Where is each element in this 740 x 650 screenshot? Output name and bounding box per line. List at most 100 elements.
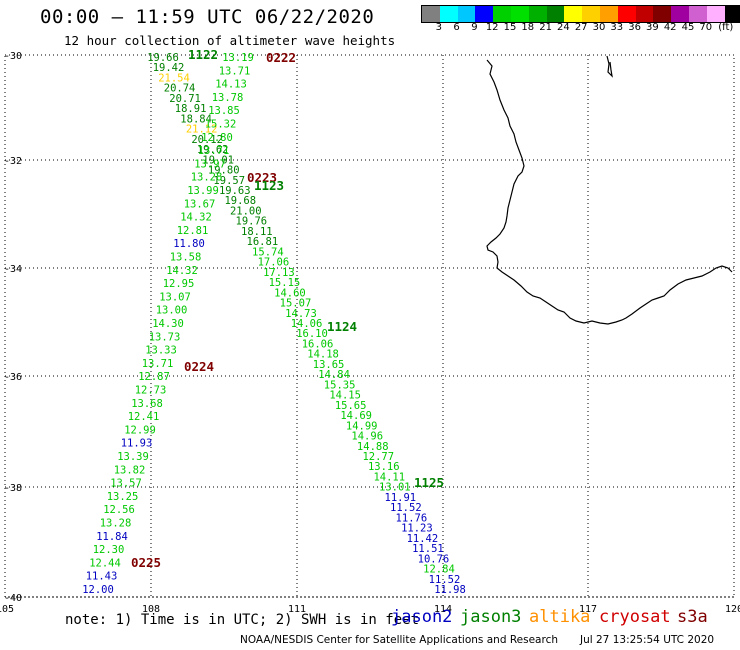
swh-value-descending: 21.54 (158, 72, 190, 84)
footer-note: note: 1) Time is in UTC; 2) SWH is in fe… (65, 612, 420, 628)
swh-value-ascending: 12.56 (103, 504, 135, 516)
swh-value-descending: 19.66 (147, 52, 179, 64)
color-scale-ticks: 3 6 9 12 15 18 21 24 27 30 33 36 39 42 45 70 (ft) (421, 22, 740, 36)
scale-swatch (688, 6, 707, 22)
swh-value-descending: 11.91 (385, 492, 417, 504)
scale-tick-label: 12 (485, 22, 499, 33)
swh-value-descending: 19.57 (213, 175, 245, 187)
scale-swatch (706, 6, 725, 22)
swh-value-descending: 11.52 (429, 574, 461, 586)
swh-value-ascending: 13.19 (222, 52, 254, 64)
scale-swatch (599, 6, 618, 22)
swh-value-descending: 19.63 (219, 185, 251, 197)
swh-value-ascending: 12.95 (163, 278, 195, 290)
pass-label: 1125 (414, 475, 444, 490)
swh-value-descending: 16.10 (296, 328, 328, 340)
scale-tick-label: 30 (592, 22, 606, 33)
scale-tick-label: 45 (681, 22, 695, 33)
swh-value-descending: 12.77 (362, 451, 394, 463)
swh-value-ascending: 11.80 (173, 238, 205, 250)
scale-swatch (528, 6, 547, 22)
scale-tick-label: 27 (574, 22, 588, 33)
swh-value-ascending: 11.84 (96, 531, 128, 543)
swh-value-ascending: 13.33 (145, 345, 177, 357)
swh-value-ascending: 12.80 (201, 132, 233, 144)
swh-value-ascending: 12.41 (128, 411, 160, 423)
scale-tick-label: 36 (628, 22, 641, 33)
swh-value-ascending: 14.30 (152, 318, 184, 330)
legend-jason3: jason3 (460, 607, 522, 627)
lon-label: 120 (725, 604, 740, 615)
swh-value-descending: 17.06 (258, 257, 290, 269)
scale-tick-label: 21 (539, 22, 552, 33)
swh-value-descending: 18.84 (180, 113, 212, 125)
swh-value-ascending: 14.13 (215, 79, 247, 91)
swh-value-descending: 14.15 (329, 390, 361, 402)
coastline-inlet (606, 55, 613, 78)
map-frame (4, 54, 735, 598)
scale-tick-label: 3 (435, 22, 442, 33)
swh-value-descending: 11.23 (401, 523, 433, 535)
swh-value-descending: 15.35 (324, 379, 356, 391)
scale-swatch (671, 6, 689, 22)
swh-value-ascending: 13.71 (219, 65, 251, 77)
lat-label: -40 (4, 593, 22, 604)
pass-label: 0224 (184, 359, 214, 374)
scale-swatch (457, 6, 476, 22)
scale-unit-label: (ft) (718, 22, 734, 33)
swh-value-descending: 19.76 (236, 216, 268, 228)
swh-value-ascending: 11.93 (121, 438, 153, 450)
pass-label: 1122 (188, 47, 218, 62)
swh-value-descending: 14.18 (307, 349, 339, 361)
lon-label: 108 (142, 604, 160, 615)
swh-value-ascending: 14.32 (166, 265, 198, 277)
pass-label: 0225 (131, 555, 161, 570)
swh-value-ascending: 13.25 (107, 491, 139, 503)
swh-value-ascending: 13.68 (131, 398, 163, 410)
generation-timestamp: Jul 27 13:25:54 UTC 2020 (580, 634, 715, 646)
scale-tick-label: 39 (646, 22, 659, 33)
swh-value-ascending: 12.99 (124, 424, 156, 436)
swh-value-descending: 14.60 (274, 287, 306, 299)
swh-value-descending: 14.99 (346, 420, 378, 432)
wave-height-color-scale (421, 5, 740, 23)
swh-value-ascending: 12.44 (89, 557, 121, 569)
scale-tick-label: 18 (521, 22, 535, 33)
legend-altika: altika (529, 607, 591, 627)
swh-value-descending: 15.74 (252, 246, 284, 258)
scale-swatch (653, 6, 672, 22)
swh-value-ascending: 13.57 (110, 478, 142, 490)
lat-label: -36 (4, 372, 22, 383)
swh-value-ascending: 13.71 (142, 358, 174, 370)
scale-tick-label: 33 (610, 22, 624, 33)
swh-value-ascending: 13.82 (114, 464, 146, 476)
swh-value-ascending: 12.30 (93, 544, 125, 556)
swh-value-ascending: 13.58 (170, 252, 202, 264)
swh-value-descending: 12.84 (423, 564, 455, 576)
swh-value-ascending: 12.73 (135, 385, 167, 397)
scale-tick-label: 24 (557, 22, 570, 33)
swh-value-ascending: 12.00 (82, 584, 114, 596)
swh-value-descending: 14.84 (318, 369, 350, 381)
scale-tick-label: 70 (699, 22, 713, 33)
swh-value-descending: 17.13 (263, 267, 295, 279)
swh-value-ascending: 15.32 (205, 119, 237, 131)
swh-value-descending: 19.68 (224, 195, 256, 207)
swh-value-ascending: 13.71 (198, 145, 230, 157)
swh-value-descending: 14.96 (351, 431, 383, 443)
pass-label: 0223 (247, 170, 277, 185)
scale-swatch (422, 6, 440, 22)
swh-value-descending: 19.80 (208, 165, 240, 177)
lat-label: -32 (4, 156, 22, 167)
lon-label: 117 (579, 604, 597, 615)
swh-value-descending: 21.00 (230, 205, 262, 217)
swh-value-ascending: 13.85 (208, 105, 240, 117)
scale-swatch (439, 6, 458, 22)
scale-tick-label: 9 (471, 22, 478, 33)
lat-lon-grid: 105 108 111 114 117 120 -30 -32 -34 -36 -38 -40 (0, 51, 740, 615)
swh-value-descending: 11.52 (390, 502, 422, 514)
swh-value-descending: 20.71 (169, 93, 201, 105)
